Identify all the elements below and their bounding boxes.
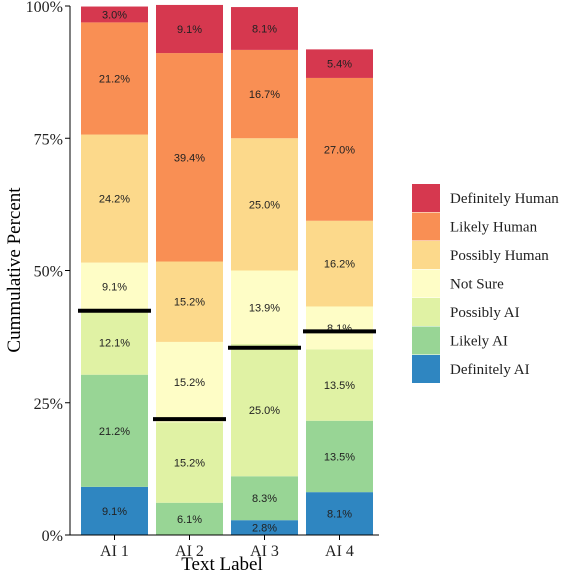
legend-swatch-possibly-human (412, 241, 440, 269)
bar-segment-ai-2-not-sure (156, 341, 223, 423)
data-label-ai-1-possibly-ai: 12.1% (99, 338, 130, 350)
legend-swatch-likely-human (412, 212, 440, 241)
x-tick-label-ai-4: AI 4 (325, 543, 354, 560)
y-ticks-layer: 0% 25% 50% 75% 100% (26, 0, 70, 545)
bars-layer: 9.1% 21.2% 12.1% 9.1% 24.2% 21.2% 3.0% 6.1% 15.2… (81, 4, 373, 535)
bar-segment-ai-1-possibly-human (81, 134, 148, 263)
legend-swatch-not-sure (412, 269, 440, 298)
legend-label-not-sure: Not Sure (450, 277, 504, 293)
bar-segment-ai-4-definitely-human (306, 49, 373, 78)
y-tick-label: 25% (34, 396, 63, 413)
bar-segment-ai-4-likely-ai (306, 420, 373, 493)
bar-segment-ai-4-not-sure (306, 306, 373, 350)
legend-swatch-definitely-ai (412, 355, 440, 383)
data-label-ai-3-likely-ai: 8.3% (252, 493, 277, 505)
y-tick-label: 75% (34, 131, 63, 148)
data-label-ai-3-possibly-human: 25.0% (249, 199, 280, 211)
bar-segment-ai-3-definitely-human (231, 7, 298, 50)
bar-segment-ai-4-likely-human (306, 77, 373, 221)
bar-segment-ai-3-possibly-ai (231, 344, 298, 477)
data-label-ai-2-not-sure: 15.2% (174, 377, 205, 389)
bar-segment-ai-1-definitely-ai (81, 486, 148, 535)
bar-segment-ai-1-not-sure (81, 262, 148, 311)
data-label-ai-3-likely-human: 16.7% (249, 89, 280, 101)
legend-swatch-likely-ai (412, 326, 440, 355)
data-label-ai-2-possibly-human: 15.2% (174, 297, 205, 309)
data-label-ai-4-definitely-ai: 8.1% (327, 509, 352, 521)
data-label-ai-2-likely-ai: 6.1% (177, 514, 202, 526)
bar-segment-ai-2-possibly-human (156, 261, 223, 342)
bar-segment-ai-4-definitely-ai (306, 492, 373, 535)
data-label-ai-3-not-sure: 13.9% (249, 302, 280, 314)
bar-segment-ai-3-likely-ai (231, 476, 298, 521)
y-tick-label: 50% (34, 264, 63, 281)
bar-segment-ai-3-definitely-ai (231, 520, 298, 535)
bar-segment-ai-2-likely-human (156, 53, 223, 262)
bar-segment-ai-1-likely-ai (81, 374, 148, 487)
bar-segment-ai-2-likely-ai (156, 502, 223, 535)
data-label-ai-4-definitely-human: 5.4% (327, 59, 352, 71)
data-label-ai-1-not-sure: 9.1% (102, 282, 127, 294)
bar-segment-ai-2-definitely-human (156, 4, 223, 54)
legend-label-definitely-human: Definitely Human (450, 191, 559, 207)
data-label-ai-4-possibly-ai: 13.5% (324, 380, 355, 392)
data-label-ai-2-definitely-human: 9.1% (177, 24, 202, 36)
bar-segment-ai-3-not-sure (231, 270, 298, 345)
data-label-ai-1-definitely-ai: 9.1% (102, 506, 127, 518)
x-ticks-layer: AI 1 AI 2 AI 3 AI 4 (100, 535, 354, 560)
bar-segment-ai-4-possibly-ai (306, 349, 373, 421)
data-label-ai-1-likely-human: 21.2% (99, 73, 130, 85)
legend-swatch-possibly-ai (412, 298, 440, 326)
legend-label-possibly-ai: Possibly AI (450, 305, 520, 321)
bar-segment-ai-2-possibly-ai (156, 422, 223, 503)
bar-segment-ai-3-likely-human (231, 49, 298, 139)
x-tick-label-ai-1: AI 1 (100, 543, 129, 560)
data-label-ai-1-possibly-human: 24.2% (99, 194, 130, 206)
legend-label-definitely-ai: Definitely AI (450, 362, 530, 378)
legend-label-likely-ai: Likely AI (450, 334, 508, 350)
bar-segment-ai-4-possibly-human (306, 220, 373, 307)
x-tick-label-ai-3: AI 3 (250, 543, 279, 560)
bar-segment-ai-1-possibly-ai (81, 310, 148, 375)
y-tick-label: 100% (26, 0, 63, 16)
legend: Definitely Human Likely Human Possibly Hum… (412, 184, 559, 383)
bar-segment-ai-3-possibly-human (231, 138, 298, 271)
bar-segment-ai-1-definitely-human (81, 6, 148, 23)
data-label-ai-4-likely-human: 27.0% (324, 144, 355, 156)
data-label-ai-2-likely-human: 39.4% (174, 152, 205, 164)
legend-label-possibly-human: Possibly Human (450, 248, 549, 264)
data-label-ai-1-likely-ai: 21.2% (99, 426, 130, 438)
data-label-ai-2-possibly-ai: 15.2% (174, 458, 205, 470)
x-axis-title: Text Label (181, 554, 263, 574)
threshold-lines-layer (78, 308, 376, 422)
legend-swatch-definitely-human (412, 184, 440, 212)
bar-segment-ai-1-likely-human (81, 22, 148, 135)
legend-label-likely-human: Likely Human (450, 220, 538, 236)
data-label-ai-4-possibly-human: 16.2% (324, 259, 355, 271)
x-tick-label-ai-2: AI 2 (175, 543, 204, 560)
data-label-ai-3-possibly-ai: 25.0% (249, 405, 280, 417)
y-axis-title: Cummulative Percent (4, 187, 25, 353)
data-label-ai-1-definitely-human: 3.0% (102, 9, 127, 21)
data-label-ai-3-definitely-ai: 2.8% (252, 523, 277, 535)
data-label-ai-4-likely-ai: 13.5% (324, 451, 355, 463)
y-tick-label: 0% (42, 528, 63, 545)
data-label-ai-3-definitely-human: 8.1% (252, 23, 277, 35)
